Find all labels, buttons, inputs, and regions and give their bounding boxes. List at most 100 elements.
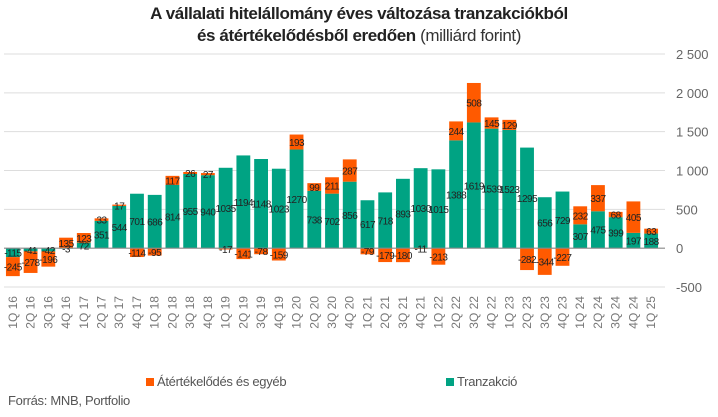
x-tick-label: 1Q 23 (502, 296, 516, 329)
y-tick-label: 500 (676, 202, 698, 217)
bar-transaction (520, 147, 534, 249)
data-label-transaction: -3 (62, 244, 71, 255)
bar-transaction (396, 178, 410, 249)
bar-transaction (130, 193, 144, 249)
x-tick-label: 4Q 20 (343, 296, 357, 329)
data-label-transaction: 1619 (464, 181, 485, 192)
bar-revaluation (271, 248, 286, 261)
y-tick-label: 2 500 (676, 47, 709, 62)
chart-title-unit: (milliárd forint) (420, 26, 521, 45)
data-label-revaluation: -344 (536, 258, 555, 269)
x-tick-label: 3Q 21 (396, 296, 410, 329)
data-label-transaction: -42 (42, 246, 56, 257)
bar-transaction (360, 200, 375, 249)
bar-revaluation (5, 257, 20, 277)
data-label-transaction: 955 (183, 207, 199, 218)
data-label-transaction: 1030 (411, 204, 432, 215)
data-label-transaction: 686 (147, 218, 163, 229)
x-tick-label: 3Q 19 (254, 296, 268, 329)
y-tick-label: 1 000 (676, 164, 709, 179)
bar-revaluation (130, 248, 144, 258)
x-tick-label: 2Q 24 (591, 296, 605, 329)
bar-transaction (502, 129, 517, 249)
x-tick-label: 1Q 17 (77, 296, 91, 329)
x-axis-ticks: 1Q 16 2Q 16 3Q 16 4Q 16 1Q 17 2Q 17 3Q 17 4Q 17… (6, 296, 658, 329)
data-label-transaction: 399 (608, 229, 624, 240)
data-label-revaluation: 193 (289, 138, 305, 149)
data-label-revaluation: -159 (270, 250, 289, 261)
data-label-revaluation: -213 (429, 252, 448, 263)
data-label-revaluation: 26 (185, 169, 196, 180)
bar-revaluation (537, 248, 552, 275)
data-label-revaluation: -114 (128, 249, 146, 260)
data-label-transaction: 188 (644, 237, 660, 248)
x-tick-label: 2Q 20 (307, 296, 321, 329)
data-label-transaction: 1148 (251, 200, 271, 211)
x-tick-label: 3Q 18 (183, 296, 197, 329)
y-tick-label: 0 (676, 241, 683, 256)
data-label-transaction: 729 (555, 216, 571, 227)
x-tick-label: 1Q 18 (148, 296, 162, 329)
data-label-transaction: -41 (24, 246, 38, 257)
data-label-transaction: 701 (129, 217, 145, 228)
bar-transaction (41, 248, 56, 252)
bar-transaction (626, 232, 641, 249)
legend-label-revaluation: Átértékelődés és egyéb (157, 374, 287, 389)
data-label-revaluation: 99 (309, 183, 320, 194)
chart-title: A vállalati hitelállomány éves változása… (0, 3, 718, 47)
bar-transaction (466, 122, 481, 249)
bar-transaction (236, 155, 251, 249)
data-label-revaluation: -17 (219, 245, 233, 256)
chart-title-line1: A vállalati hitelállomány éves változása… (150, 4, 568, 23)
data-label-revaluation: -180 (394, 251, 413, 262)
bar-revaluation (325, 177, 339, 194)
data-label-revaluation: 244 (449, 127, 465, 138)
data-label-revaluation: 508 (466, 99, 482, 110)
x-tick-label: 4Q 21 (414, 296, 428, 329)
bar-revaluation (23, 251, 38, 273)
bar-revaluation (502, 119, 517, 130)
data-label-revaluation: -245 (4, 263, 23, 274)
data-label-revaluation: -141 (234, 250, 253, 261)
data-label-transaction: 307 (573, 232, 589, 243)
bar-transaction (307, 190, 322, 249)
bar-transaction (76, 242, 91, 249)
data-label-revaluation: 68 (611, 211, 622, 222)
x-tick-label: 4Q 23 (555, 296, 569, 329)
x-tick-label: 4Q 17 (130, 296, 144, 329)
data-label-revaluation: 33 (96, 216, 107, 227)
data-label-transaction: 475 (590, 226, 606, 237)
bar-revaluation (289, 134, 304, 150)
bar-revaluation (644, 228, 659, 234)
x-tick-label: 3Q 23 (538, 296, 552, 329)
x-tick-label: 1Q 24 (573, 296, 587, 329)
bar-transaction (325, 193, 339, 249)
y-axis-ticks: 2 500 2 000 1 500 1 000 500 0 -500 (676, 47, 709, 295)
bar-transaction (165, 184, 180, 249)
x-tick-label: 2Q 19 (236, 296, 250, 329)
data-label-revaluation: 145 (484, 119, 500, 130)
data-label-transaction: 1388 (446, 190, 467, 201)
x-tick-label: 3Q 24 (609, 296, 623, 329)
bar-revaluation (200, 173, 215, 176)
data-label-revaluation: 123 (76, 234, 92, 245)
x-tick-label: 4Q 24 (626, 296, 640, 329)
x-tick-label: 4Q 22 (485, 296, 499, 329)
bar-transaction (378, 192, 393, 249)
bar-transaction (484, 128, 499, 249)
bar-transaction (183, 173, 198, 249)
bar-revaluation (112, 204, 127, 206)
bar-revaluation (555, 248, 570, 266)
data-label-revaluation: 135 (58, 239, 74, 250)
bar-transaction (94, 220, 109, 249)
data-label-transaction: 940 (200, 208, 216, 219)
data-label-transaction: 718 (378, 216, 394, 227)
bar-revaluation (236, 248, 251, 260)
y-tick-label: -500 (676, 280, 702, 295)
x-tick-label: 3Q 22 (467, 296, 481, 329)
x-tick-label: 2Q 18 (165, 296, 179, 329)
data-label-revaluation: 232 (573, 211, 589, 222)
data-label-transaction: 1539 (481, 184, 502, 195)
bar-transaction (591, 211, 605, 249)
